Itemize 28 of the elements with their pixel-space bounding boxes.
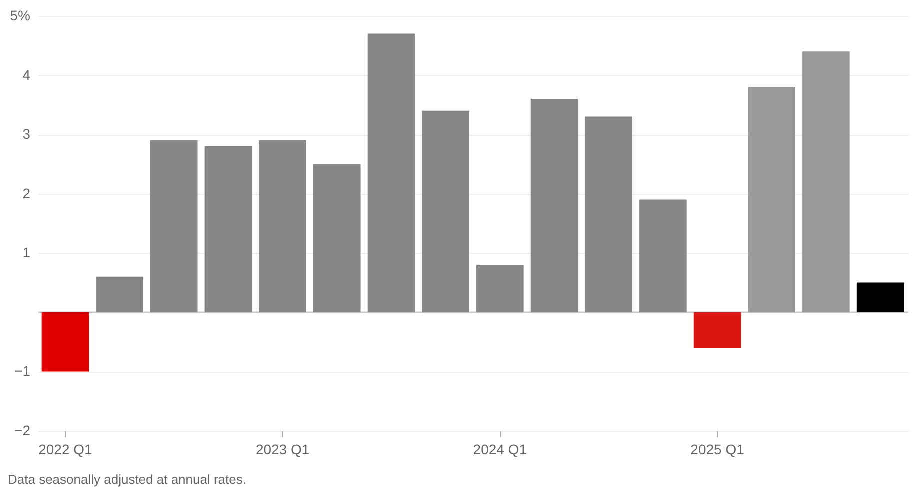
y-tick-label: −1 [14, 363, 31, 380]
bar [856, 282, 904, 312]
bar [802, 52, 850, 312]
bar [748, 87, 796, 312]
y-tick-label: 1 [22, 244, 31, 261]
y-tick-label: −2 [14, 422, 31, 438]
bar [530, 99, 578, 312]
bar [422, 110, 470, 312]
y-tick-label: 5% [10, 8, 30, 24]
y-tick-label: 4 [22, 66, 31, 83]
x-tick-label: 2022 Q1 [38, 442, 93, 458]
bar [694, 312, 742, 348]
x-tick-label: 2023 Q1 [256, 442, 310, 458]
bar [640, 200, 687, 312]
bar [42, 312, 90, 372]
y-tick-label: 3 [22, 126, 31, 142]
bar [368, 34, 416, 312]
text: Data seasonally adjusted at annual rates. [8, 472, 246, 487]
x-tick-label: 2025 Q1 [690, 442, 745, 458]
bar [476, 265, 524, 312]
bar [204, 146, 252, 312]
y-tick-label: 2 [22, 185, 31, 202]
bar [585, 116, 632, 312]
bar [314, 164, 361, 312]
bar [259, 140, 306, 312]
bar [96, 276, 144, 312]
bar [150, 140, 198, 312]
x-tick-label: 2024 Q1 [473, 442, 528, 458]
